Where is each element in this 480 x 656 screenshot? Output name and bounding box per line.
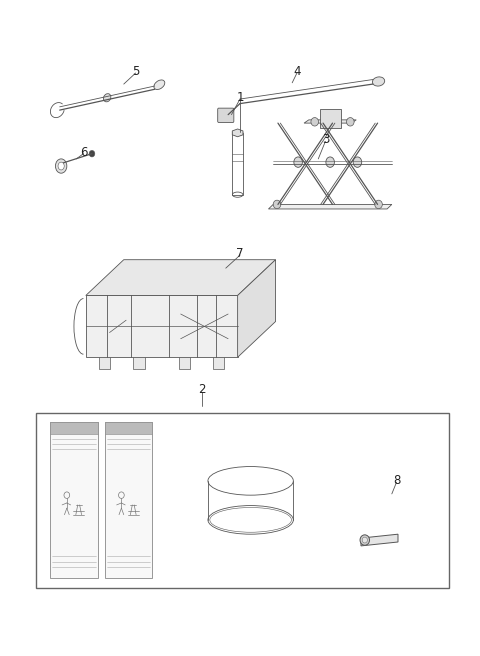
Text: 7: 7: [236, 247, 244, 260]
FancyBboxPatch shape: [99, 358, 110, 369]
Ellipse shape: [273, 200, 281, 209]
Polygon shape: [86, 260, 276, 295]
Ellipse shape: [347, 117, 354, 126]
Ellipse shape: [56, 159, 67, 173]
Ellipse shape: [294, 157, 302, 167]
Text: 8: 8: [393, 474, 400, 487]
Polygon shape: [238, 260, 276, 358]
Text: 4: 4: [293, 64, 300, 77]
Ellipse shape: [58, 162, 64, 170]
FancyBboxPatch shape: [105, 422, 152, 434]
FancyBboxPatch shape: [320, 109, 341, 128]
Ellipse shape: [104, 94, 111, 102]
FancyBboxPatch shape: [105, 422, 152, 579]
FancyBboxPatch shape: [50, 422, 97, 579]
Polygon shape: [268, 205, 392, 209]
Ellipse shape: [375, 200, 383, 209]
FancyBboxPatch shape: [218, 108, 234, 123]
Text: 6: 6: [80, 146, 87, 159]
Ellipse shape: [353, 157, 362, 167]
Ellipse shape: [89, 150, 95, 157]
Text: 1: 1: [236, 91, 244, 104]
FancyBboxPatch shape: [50, 422, 97, 434]
Polygon shape: [361, 534, 398, 546]
Ellipse shape: [326, 157, 335, 167]
Polygon shape: [304, 120, 356, 123]
FancyBboxPatch shape: [133, 358, 144, 369]
Polygon shape: [86, 295, 238, 358]
Ellipse shape: [311, 117, 319, 126]
FancyBboxPatch shape: [179, 358, 190, 369]
Ellipse shape: [154, 80, 165, 89]
Text: 2: 2: [198, 383, 206, 396]
FancyBboxPatch shape: [213, 358, 224, 369]
Polygon shape: [232, 129, 243, 136]
Ellipse shape: [372, 77, 384, 86]
Text: 5: 5: [132, 64, 139, 77]
Text: 3: 3: [322, 133, 329, 146]
Ellipse shape: [360, 535, 370, 545]
Ellipse shape: [362, 537, 367, 543]
